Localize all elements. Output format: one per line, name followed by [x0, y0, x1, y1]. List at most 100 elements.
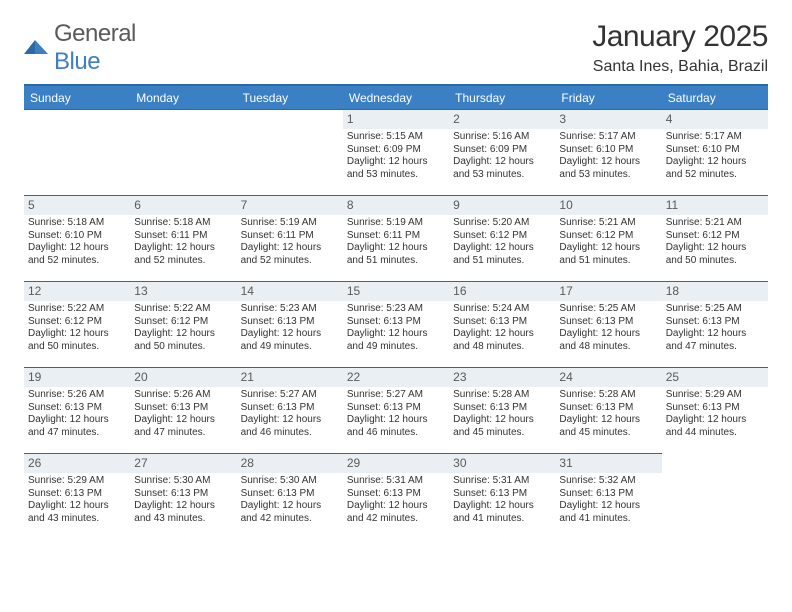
header: General Blue January 2025 Santa Ines, Ba… [24, 20, 768, 76]
day-cell: 24Sunrise: 5:28 AMSunset: 6:13 PMDayligh… [555, 367, 661, 453]
day-cell: 2Sunrise: 5:16 AMSunset: 6:09 PMDaylight… [449, 109, 555, 195]
sunrise-line: Sunrise: 5:20 AM [453, 217, 551, 230]
day-number: 8 [343, 196, 449, 215]
day-cell: 15Sunrise: 5:23 AMSunset: 6:13 PMDayligh… [343, 281, 449, 367]
sunrise-line: Sunrise: 5:28 AM [559, 389, 657, 402]
sunset-line: Sunset: 6:13 PM [28, 402, 126, 415]
day-number: 30 [449, 454, 555, 473]
day-cell: 3Sunrise: 5:17 AMSunset: 6:10 PMDaylight… [555, 109, 661, 195]
sunrise-line: Sunrise: 5:19 AM [241, 217, 339, 230]
sunset-line: Sunset: 6:13 PM [559, 488, 657, 501]
calendar-grid: SundayMondayTuesdayWednesdayThursdayFrid… [24, 84, 768, 539]
day-number: 4 [662, 110, 768, 129]
sunrise-line: Sunrise: 5:26 AM [28, 389, 126, 402]
sunrise-line: Sunrise: 5:17 AM [559, 131, 657, 144]
sunrise-line: Sunrise: 5:15 AM [347, 131, 445, 144]
day-cell: 31Sunrise: 5:32 AMSunset: 6:13 PMDayligh… [555, 453, 661, 539]
day-header: Tuesday [237, 86, 343, 109]
daylight-line: Daylight: 12 hours and 53 minutes. [559, 156, 657, 181]
day-number: 18 [662, 282, 768, 301]
daylight-line: Daylight: 12 hours and 50 minutes. [134, 328, 232, 353]
daylight-line: Daylight: 12 hours and 41 minutes. [559, 500, 657, 525]
sunset-line: Sunset: 6:12 PM [28, 316, 126, 329]
sunset-line: Sunset: 6:09 PM [347, 144, 445, 157]
day-number: 10 [555, 196, 661, 215]
daylight-line: Daylight: 12 hours and 43 minutes. [28, 500, 126, 525]
daylight-line: Daylight: 12 hours and 43 minutes. [134, 500, 232, 525]
daylight-line: Daylight: 12 hours and 49 minutes. [347, 328, 445, 353]
daylight-line: Daylight: 12 hours and 53 minutes. [347, 156, 445, 181]
sunset-line: Sunset: 6:13 PM [241, 488, 339, 501]
day-cell: 1Sunrise: 5:15 AMSunset: 6:09 PMDaylight… [343, 109, 449, 195]
sunset-line: Sunset: 6:11 PM [241, 230, 339, 243]
sunrise-line: Sunrise: 5:23 AM [347, 303, 445, 316]
sunset-line: Sunset: 6:13 PM [453, 488, 551, 501]
day-number: 29 [343, 454, 449, 473]
sunrise-line: Sunrise: 5:21 AM [559, 217, 657, 230]
day-cell: 10 Sunrise: 5:21 AMSunset: 6:12 PMDayligh… [555, 195, 661, 281]
sunset-line: Sunset: 6:13 PM [347, 316, 445, 329]
sunrise-line: Sunrise: 5:22 AM [28, 303, 126, 316]
sunset-line: Sunset: 6:13 PM [134, 488, 232, 501]
day-number: 6 [130, 196, 236, 215]
day-cell: 4 Sunrise: 5:17 AMSunset: 6:10 PMDaylight… [662, 109, 768, 195]
day-header: Wednesday [343, 86, 449, 109]
sunrise-line: Sunrise: 5:27 AM [241, 389, 339, 402]
sunset-line: Sunset: 6:13 PM [453, 402, 551, 415]
day-header: Thursday [449, 86, 555, 109]
day-number: 11 [662, 196, 768, 215]
daylight-line: Daylight: 12 hours and 52 minutes. [241, 242, 339, 267]
day-number: 9 [449, 196, 555, 215]
day-cell: 12Sunrise: 5:22 AMSunset: 6:12 PMDayligh… [24, 281, 130, 367]
sunrise-line: Sunrise: 5:17 AM [666, 131, 764, 144]
sunset-line: Sunset: 6:12 PM [134, 316, 232, 329]
sunset-line: Sunset: 6:13 PM [241, 402, 339, 415]
sunrise-line: Sunrise: 5:28 AM [453, 389, 551, 402]
day-number: 21 [237, 368, 343, 387]
sunset-line: Sunset: 6:10 PM [666, 144, 764, 157]
daylight-line: Daylight: 12 hours and 51 minutes. [453, 242, 551, 267]
sunset-line: Sunset: 6:13 PM [666, 316, 764, 329]
day-header: Saturday [662, 86, 768, 109]
day-number: 23 [449, 368, 555, 387]
daylight-line: Daylight: 12 hours and 51 minutes. [559, 242, 657, 267]
daylight-line: Daylight: 12 hours and 49 minutes. [241, 328, 339, 353]
day-header: Monday [130, 86, 236, 109]
day-number: 12 [24, 282, 130, 301]
sunrise-line: Sunrise: 5:32 AM [559, 475, 657, 488]
day-number: 14 [237, 282, 343, 301]
daylight-line: Daylight: 12 hours and 47 minutes. [134, 414, 232, 439]
sunrise-line: Sunrise: 5:30 AM [134, 475, 232, 488]
daylight-line: Daylight: 12 hours and 52 minutes. [666, 156, 764, 181]
sunset-line: Sunset: 6:13 PM [28, 488, 126, 501]
logo: General Blue [24, 20, 136, 76]
day-number: 20 [130, 368, 236, 387]
sunset-line: Sunset: 6:13 PM [559, 316, 657, 329]
sunrise-line: Sunrise: 5:29 AM [666, 389, 764, 402]
day-cell: 28Sunrise: 5:30 AMSunset: 6:13 PMDayligh… [237, 453, 343, 539]
empty-cell [130, 109, 236, 195]
sunset-line: Sunset: 6:12 PM [453, 230, 551, 243]
daylight-line: Daylight: 12 hours and 48 minutes. [559, 328, 657, 353]
title-block: January 2025 Santa Ines, Bahia, Brazil [592, 20, 768, 76]
sunrise-line: Sunrise: 5:31 AM [347, 475, 445, 488]
day-cell: 26Sunrise: 5:29 AMSunset: 6:13 PMDayligh… [24, 453, 130, 539]
day-cell: 7 Sunrise: 5:19 AMSunset: 6:11 PMDaylight… [237, 195, 343, 281]
day-number: 7 [237, 196, 343, 215]
day-cell: 13Sunrise: 5:22 AMSunset: 6:12 PMDayligh… [130, 281, 236, 367]
sunset-line: Sunset: 6:12 PM [559, 230, 657, 243]
daylight-line: Daylight: 12 hours and 51 minutes. [347, 242, 445, 267]
day-cell: 5Sunrise: 5:18 AMSunset: 6:10 PMDaylight… [24, 195, 130, 281]
page-subtitle: Santa Ines, Bahia, Brazil [592, 58, 768, 76]
sunset-line: Sunset: 6:13 PM [559, 402, 657, 415]
day-cell: 22Sunrise: 5:27 AMSunset: 6:13 PMDayligh… [343, 367, 449, 453]
day-number: 16 [449, 282, 555, 301]
day-cell: 8Sunrise: 5:19 AMSunset: 6:11 PMDaylight… [343, 195, 449, 281]
day-cell: 9 Sunrise: 5:20 AMSunset: 6:12 PMDaylight… [449, 195, 555, 281]
day-number: 2 [449, 110, 555, 129]
sunset-line: Sunset: 6:13 PM [134, 402, 232, 415]
daylight-line: Daylight: 12 hours and 52 minutes. [28, 242, 126, 267]
sunrise-line: Sunrise: 5:23 AM [241, 303, 339, 316]
logo-mark-icon [24, 36, 50, 61]
daylight-line: Daylight: 12 hours and 46 minutes. [241, 414, 339, 439]
